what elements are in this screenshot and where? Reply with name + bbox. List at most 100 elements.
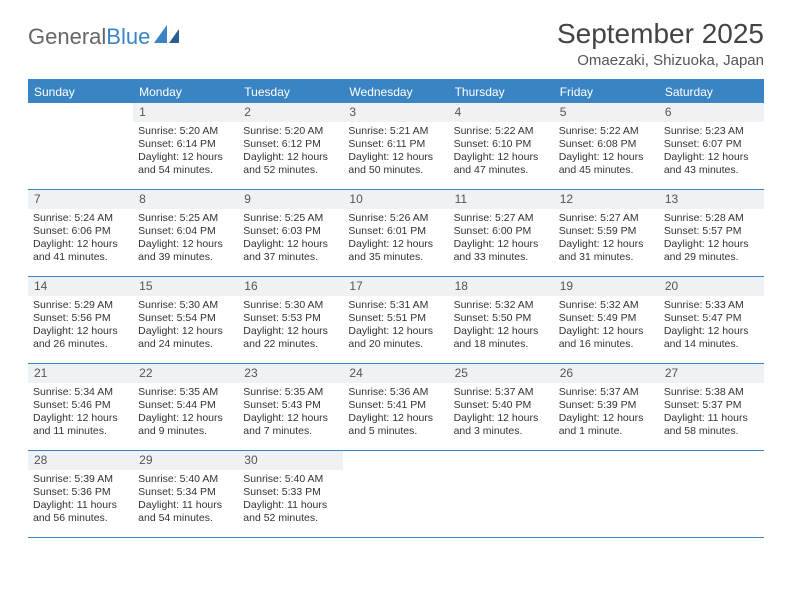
daylight-text: and 29 minutes.	[664, 251, 759, 264]
daylight-text: and 52 minutes.	[243, 164, 338, 177]
day-number: 26	[554, 364, 659, 383]
day-cell: 17Sunrise: 5:31 AMSunset: 5:51 PMDayligh…	[343, 277, 448, 363]
day-cell: 4Sunrise: 5:22 AMSunset: 6:10 PMDaylight…	[449, 103, 554, 189]
day-number: 23	[238, 364, 343, 383]
sunset-text: Sunset: 5:40 PM	[454, 399, 549, 412]
day-cell: .	[554, 451, 659, 537]
weekday-header: Monday	[133, 81, 238, 103]
weekday-header: Wednesday	[343, 81, 448, 103]
sunrise-text: Sunrise: 5:25 AM	[138, 212, 233, 225]
day-number: 16	[238, 277, 343, 296]
day-number: 5	[554, 103, 659, 122]
day-number: 30	[238, 451, 343, 470]
day-cell: 8Sunrise: 5:25 AMSunset: 6:04 PMDaylight…	[133, 190, 238, 276]
daylight-text: and 9 minutes.	[138, 425, 233, 438]
week-row: .1Sunrise: 5:20 AMSunset: 6:14 PMDayligh…	[28, 103, 764, 190]
sunrise-text: Sunrise: 5:27 AM	[454, 212, 549, 225]
day-cell: 20Sunrise: 5:33 AMSunset: 5:47 PMDayligh…	[659, 277, 764, 363]
sunrise-text: Sunrise: 5:20 AM	[138, 125, 233, 138]
logo-text-1: General	[28, 24, 106, 50]
sunset-text: Sunset: 6:12 PM	[243, 138, 338, 151]
daylight-text: and 31 minutes.	[559, 251, 654, 264]
daylight-text: Daylight: 12 hours	[454, 151, 549, 164]
daylight-text: Daylight: 12 hours	[559, 151, 654, 164]
week-row: 7Sunrise: 5:24 AMSunset: 6:06 PMDaylight…	[28, 190, 764, 277]
day-cell: 2Sunrise: 5:20 AMSunset: 6:12 PMDaylight…	[238, 103, 343, 189]
daylight-text: Daylight: 12 hours	[243, 412, 338, 425]
sunrise-text: Sunrise: 5:32 AM	[559, 299, 654, 312]
sunset-text: Sunset: 5:54 PM	[138, 312, 233, 325]
day-cell: 28Sunrise: 5:39 AMSunset: 5:36 PMDayligh…	[28, 451, 133, 537]
daylight-text: and 41 minutes.	[33, 251, 128, 264]
day-cell: 24Sunrise: 5:36 AMSunset: 5:41 PMDayligh…	[343, 364, 448, 450]
sunset-text: Sunset: 5:46 PM	[33, 399, 128, 412]
daylight-text: and 7 minutes.	[243, 425, 338, 438]
sunrise-text: Sunrise: 5:30 AM	[138, 299, 233, 312]
day-cell: 16Sunrise: 5:30 AMSunset: 5:53 PMDayligh…	[238, 277, 343, 363]
day-number: 15	[133, 277, 238, 296]
daylight-text: Daylight: 11 hours	[138, 499, 233, 512]
sunset-text: Sunset: 5:43 PM	[243, 399, 338, 412]
day-cell: 19Sunrise: 5:32 AMSunset: 5:49 PMDayligh…	[554, 277, 659, 363]
daylight-text: Daylight: 12 hours	[243, 238, 338, 251]
sunset-text: Sunset: 6:14 PM	[138, 138, 233, 151]
sunrise-text: Sunrise: 5:22 AM	[454, 125, 549, 138]
weekday-header: Tuesday	[238, 81, 343, 103]
day-number: 22	[133, 364, 238, 383]
weekday-header: Saturday	[659, 81, 764, 103]
day-cell: 23Sunrise: 5:35 AMSunset: 5:43 PMDayligh…	[238, 364, 343, 450]
day-cell: .	[449, 451, 554, 537]
daylight-text: Daylight: 12 hours	[138, 238, 233, 251]
sunrise-text: Sunrise: 5:37 AM	[559, 386, 654, 399]
daylight-text: Daylight: 12 hours	[33, 325, 128, 338]
week-row: 14Sunrise: 5:29 AMSunset: 5:56 PMDayligh…	[28, 277, 764, 364]
day-number: 4	[449, 103, 554, 122]
sunrise-text: Sunrise: 5:28 AM	[664, 212, 759, 225]
daylight-text: and 18 minutes.	[454, 338, 549, 351]
title-block: September 2025 Omaezaki, Shizuoka, Japan	[557, 18, 764, 69]
day-cell: 10Sunrise: 5:26 AMSunset: 6:01 PMDayligh…	[343, 190, 448, 276]
daylight-text: Daylight: 12 hours	[348, 151, 443, 164]
daylight-text: and 47 minutes.	[454, 164, 549, 177]
daylight-text: Daylight: 12 hours	[559, 325, 654, 338]
day-cell: 21Sunrise: 5:34 AMSunset: 5:46 PMDayligh…	[28, 364, 133, 450]
month-title: September 2025	[557, 18, 764, 50]
sunset-text: Sunset: 6:06 PM	[33, 225, 128, 238]
logo: GeneralBlue	[28, 24, 180, 50]
day-cell: 5Sunrise: 5:22 AMSunset: 6:08 PMDaylight…	[554, 103, 659, 189]
daylight-text: and 3 minutes.	[454, 425, 549, 438]
daylight-text: and 33 minutes.	[454, 251, 549, 264]
sunrise-text: Sunrise: 5:39 AM	[33, 473, 128, 486]
sunset-text: Sunset: 6:08 PM	[559, 138, 654, 151]
sunset-text: Sunset: 6:03 PM	[243, 225, 338, 238]
daylight-text: Daylight: 12 hours	[348, 412, 443, 425]
day-number: 20	[659, 277, 764, 296]
sunrise-text: Sunrise: 5:38 AM	[664, 386, 759, 399]
day-cell: 18Sunrise: 5:32 AMSunset: 5:50 PMDayligh…	[449, 277, 554, 363]
day-number: 18	[449, 277, 554, 296]
sunrise-text: Sunrise: 5:23 AM	[664, 125, 759, 138]
daylight-text: Daylight: 12 hours	[348, 325, 443, 338]
logo-sail-icon	[154, 25, 180, 45]
day-cell: 29Sunrise: 5:40 AMSunset: 5:34 PMDayligh…	[133, 451, 238, 537]
daylight-text: and 37 minutes.	[243, 251, 338, 264]
sunset-text: Sunset: 5:47 PM	[664, 312, 759, 325]
location-label: Omaezaki, Shizuoka, Japan	[557, 52, 764, 69]
sunset-text: Sunset: 6:11 PM	[348, 138, 443, 151]
sunset-text: Sunset: 5:44 PM	[138, 399, 233, 412]
sunrise-text: Sunrise: 5:24 AM	[33, 212, 128, 225]
weeks-container: .1Sunrise: 5:20 AMSunset: 6:14 PMDayligh…	[28, 103, 764, 538]
sunrise-text: Sunrise: 5:37 AM	[454, 386, 549, 399]
daylight-text: Daylight: 12 hours	[664, 325, 759, 338]
sunset-text: Sunset: 5:33 PM	[243, 486, 338, 499]
sunrise-text: Sunrise: 5:26 AM	[348, 212, 443, 225]
day-cell: 14Sunrise: 5:29 AMSunset: 5:56 PMDayligh…	[28, 277, 133, 363]
daylight-text: and 35 minutes.	[348, 251, 443, 264]
weekday-header: Friday	[554, 81, 659, 103]
day-cell: 25Sunrise: 5:37 AMSunset: 5:40 PMDayligh…	[449, 364, 554, 450]
sunrise-text: Sunrise: 5:34 AM	[33, 386, 128, 399]
day-cell: 7Sunrise: 5:24 AMSunset: 6:06 PMDaylight…	[28, 190, 133, 276]
sunrise-text: Sunrise: 5:31 AM	[348, 299, 443, 312]
daylight-text: Daylight: 12 hours	[243, 151, 338, 164]
daylight-text: Daylight: 12 hours	[243, 325, 338, 338]
